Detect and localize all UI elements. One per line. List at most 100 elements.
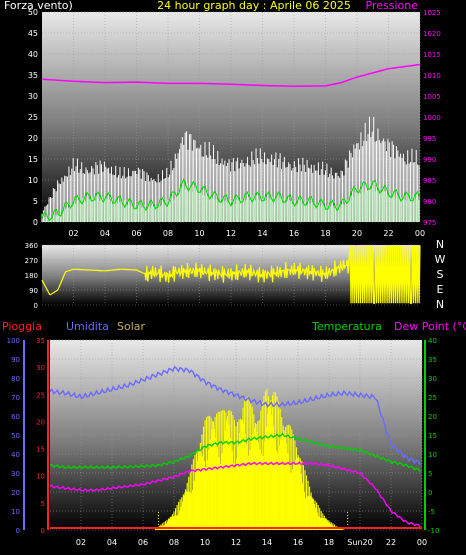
humidity-tick-label: 50: [11, 432, 20, 440]
hour-tick-label: 00: [415, 229, 425, 238]
wind-tick-label: 50: [28, 8, 38, 17]
hour-tick-label: 12: [231, 538, 241, 547]
solar-axis-label: Solar: [117, 320, 146, 333]
wind-tick-label: 5: [33, 197, 38, 206]
dewpoint-axis-label: Dew Point (°C): [394, 320, 466, 333]
humidity-tick-label: 90: [11, 356, 20, 364]
temperature-tick-label: 40: [428, 337, 437, 345]
pressure-tick-label: 1000: [423, 114, 441, 122]
hour-tick-label: 00: [417, 538, 427, 547]
hour-tick-label: 10: [194, 229, 204, 238]
humidity-line: [49, 365, 421, 466]
avg-wind-line: [41, 178, 421, 222]
wind-axis-label: Forza vento): [4, 0, 73, 12]
hour-tick-label: 12: [226, 229, 236, 238]
wind-direction-lines: [41, 245, 421, 304]
wind-tick-label: 35: [28, 71, 38, 80]
direction-tick-label: 270: [25, 257, 38, 265]
hour-tick-label: 22: [386, 538, 396, 547]
compass-label: N: [436, 298, 444, 311]
temperature-line: [49, 432, 421, 473]
hour-tick-label: 08: [169, 538, 179, 547]
wind-pressure-lines: [41, 63, 421, 222]
hour-tick-label: 18: [320, 229, 330, 238]
pressure-tick-label: 1005: [423, 93, 441, 101]
pressure-tick-label: 995: [423, 135, 436, 143]
direction-tick-label: 360: [25, 242, 38, 250]
wind-speed-bars: [41, 116, 420, 222]
rain-tick-label: 30: [36, 364, 45, 372]
temperature-tick-label: 35: [428, 356, 437, 364]
wind-tick-label: 40: [28, 50, 38, 59]
rain-tick-label: 25: [36, 391, 45, 399]
compass-label: S: [437, 268, 444, 281]
pressure-tick-label: 1015: [423, 51, 441, 59]
hour-tick-label: 18: [324, 538, 334, 547]
pressure-tick-label: 980: [423, 198, 436, 206]
wind-direction-line: [41, 245, 421, 304]
hour-tick-label: 04: [100, 229, 110, 238]
chart-title: 24 hour graph day : Aprile 06 2025: [157, 0, 351, 12]
hour-tick-label: 14: [257, 229, 267, 238]
temperature-tick-label: 15: [428, 432, 437, 440]
compass-label: W: [435, 253, 446, 266]
temperature-axis-label: Temperatura: [311, 320, 382, 333]
pressure-tick-label: 1025: [423, 9, 441, 17]
hour-tick-label: 06: [131, 229, 141, 238]
humidity-tick-label: 0: [16, 527, 20, 535]
hour-tick-label: 04: [107, 538, 117, 547]
pressure-tick-label: 1010: [423, 72, 441, 80]
pressure-tick-label: 1020: [423, 30, 441, 38]
wind-tick-label: 20: [28, 134, 38, 143]
temperature-tick-label: -10: [428, 527, 439, 535]
rain-tick-label: 20: [36, 418, 45, 426]
wind-pressure-ticks: 0510152025303540455097598098599099510001…: [28, 8, 441, 238]
wind-tick-label: 0: [33, 218, 38, 227]
temperature-tick-label: 20: [428, 413, 437, 421]
wind-tick-label: 45: [28, 29, 38, 38]
hour-tick-label: Sun20: [347, 538, 372, 547]
compass-label: N: [436, 238, 444, 251]
pressure-tick-label: 990: [423, 156, 436, 164]
pressure-tick-label: 985: [423, 177, 436, 185]
hour-tick-label: 16: [293, 538, 303, 547]
rain-tick-label: 0: [41, 527, 45, 535]
pressure-line: [41, 63, 421, 88]
rain-tick-label: 5: [41, 500, 45, 508]
rain-tick-label: 10: [36, 473, 45, 481]
temperature-tick-label: 0: [428, 489, 432, 497]
humidity-tick-label: 70: [11, 394, 20, 402]
humidity-tick-label: 30: [11, 470, 20, 478]
pressure-tick-label: 975: [423, 219, 436, 227]
humidity-axis-label: Umidita: [66, 320, 109, 333]
humidity-tick-label: 10: [11, 508, 20, 516]
dewpoint-line: [49, 461, 421, 528]
hour-tick-label: 16: [289, 229, 299, 238]
temperature-tick-label: 30: [428, 375, 437, 383]
wind-tick-label: 25: [28, 113, 38, 122]
direction-tick-label: 0: [34, 302, 38, 310]
rain-tick-label: 15: [36, 446, 45, 454]
temperature-tick-label: 10: [428, 451, 437, 459]
temperature-tick-label: 5: [428, 470, 432, 478]
humidity-tick-label: 100: [7, 337, 20, 345]
humidity-tick-label: 20: [11, 489, 20, 497]
wind-tick-label: 30: [28, 92, 38, 101]
hour-tick-label: 14: [262, 538, 272, 547]
hour-tick-label: 02: [76, 538, 86, 547]
hour-tick-label: 20: [352, 229, 362, 238]
hour-tick-label: 22: [383, 229, 393, 238]
wind-pressure-grid: [42, 11, 421, 223]
weather-lines: [49, 365, 422, 530]
hour-tick-label: 10: [200, 538, 210, 547]
compass-label: E: [437, 283, 444, 296]
rain-tick-label: 35: [36, 337, 45, 345]
humidity-tick-label: 40: [11, 451, 20, 459]
wind-tick-label: 15: [28, 155, 38, 164]
humidity-tick-label: 60: [11, 413, 20, 421]
humidity-tick-label: 80: [11, 375, 20, 383]
rain-axis-label: Pioggia: [2, 320, 42, 333]
